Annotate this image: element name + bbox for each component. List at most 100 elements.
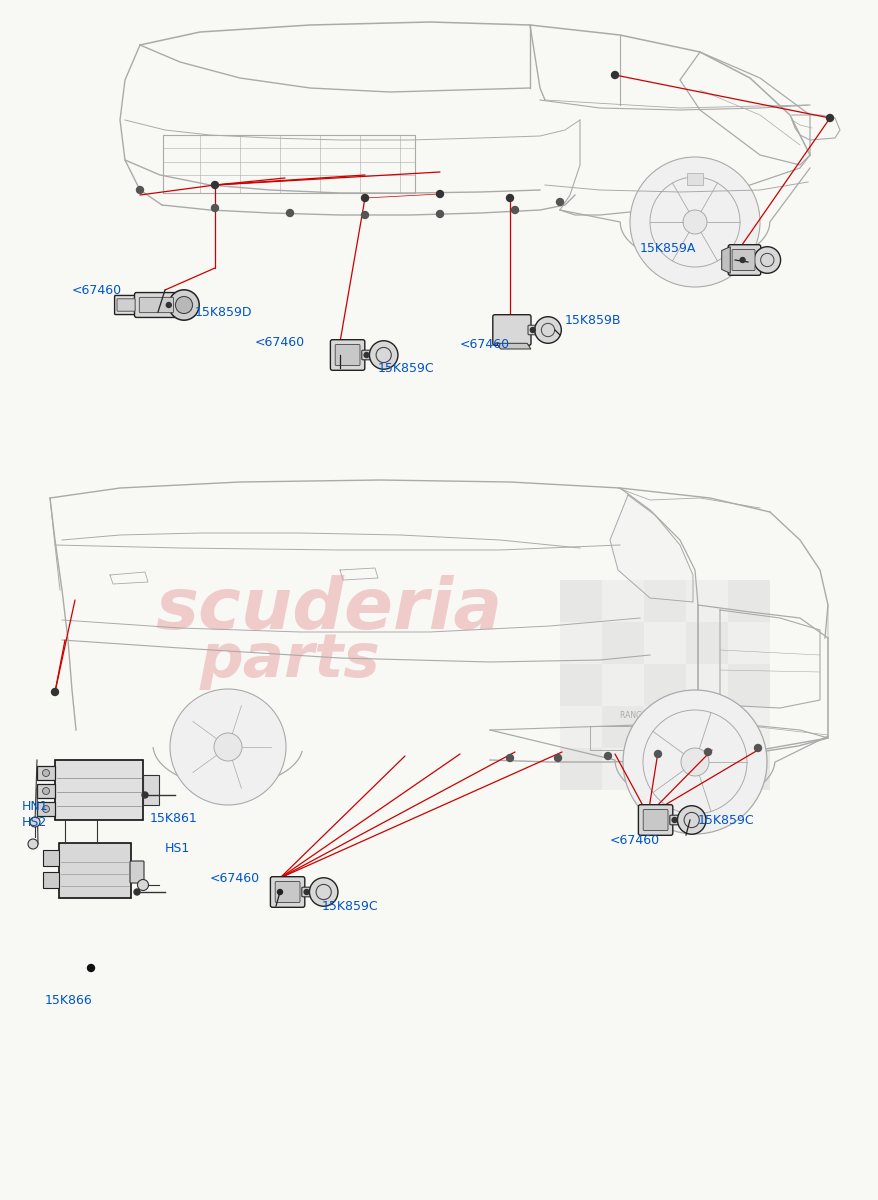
Circle shape	[169, 289, 199, 320]
Text: <67460: <67460	[459, 338, 509, 352]
FancyBboxPatch shape	[114, 295, 137, 314]
Text: 15K861: 15K861	[150, 811, 198, 824]
FancyBboxPatch shape	[134, 293, 178, 318]
Bar	[685, 748, 727, 790]
Circle shape	[677, 805, 705, 834]
FancyBboxPatch shape	[330, 340, 364, 371]
FancyBboxPatch shape	[362, 350, 377, 360]
Circle shape	[133, 889, 140, 895]
Circle shape	[361, 211, 368, 218]
FancyBboxPatch shape	[117, 299, 135, 311]
Bar	[601, 580, 644, 622]
Bar	[601, 706, 644, 748]
Polygon shape	[496, 343, 530, 349]
Circle shape	[611, 72, 618, 78]
Circle shape	[142, 792, 148, 798]
Text: scuderia: scuderia	[155, 576, 501, 644]
Circle shape	[363, 353, 369, 358]
Polygon shape	[721, 247, 730, 274]
Circle shape	[511, 206, 518, 214]
FancyBboxPatch shape	[275, 882, 299, 902]
Circle shape	[212, 204, 219, 211]
FancyBboxPatch shape	[727, 245, 759, 275]
Circle shape	[753, 247, 780, 274]
Text: <67460: <67460	[210, 871, 260, 884]
Bar	[685, 622, 727, 664]
Text: 15K859C: 15K859C	[378, 361, 434, 374]
Circle shape	[506, 194, 513, 202]
FancyBboxPatch shape	[528, 325, 541, 335]
Circle shape	[42, 805, 49, 812]
Circle shape	[825, 114, 832, 121]
Circle shape	[739, 258, 745, 263]
FancyBboxPatch shape	[37, 766, 55, 780]
Circle shape	[672, 817, 676, 822]
Circle shape	[304, 889, 309, 894]
Text: 15K859C: 15K859C	[697, 814, 754, 827]
Bar	[559, 622, 601, 664]
FancyBboxPatch shape	[731, 250, 754, 270]
Circle shape	[213, 733, 241, 761]
Circle shape	[436, 191, 443, 198]
Circle shape	[42, 787, 49, 794]
Text: 15K859B: 15K859B	[565, 313, 621, 326]
Bar	[727, 622, 769, 664]
Circle shape	[28, 839, 38, 850]
Circle shape	[52, 689, 59, 696]
Bar	[644, 580, 685, 622]
Bar	[559, 664, 601, 706]
FancyBboxPatch shape	[55, 760, 143, 820]
Circle shape	[42, 769, 49, 776]
Text: HN1: HN1	[22, 799, 48, 812]
Bar	[644, 748, 685, 790]
Circle shape	[30, 817, 40, 827]
FancyBboxPatch shape	[130, 862, 144, 883]
Text: 15K859C: 15K859C	[321, 900, 378, 912]
FancyBboxPatch shape	[37, 802, 55, 816]
Circle shape	[506, 755, 513, 762]
Circle shape	[534, 317, 561, 343]
Circle shape	[88, 965, 95, 972]
Bar	[601, 622, 644, 664]
Circle shape	[212, 181, 219, 188]
Circle shape	[277, 889, 282, 894]
Bar	[559, 706, 601, 748]
Bar	[644, 706, 685, 748]
Bar	[601, 748, 644, 790]
FancyBboxPatch shape	[637, 805, 672, 835]
Bar	[727, 748, 769, 790]
FancyBboxPatch shape	[37, 784, 55, 798]
Circle shape	[680, 748, 709, 776]
Text: parts: parts	[200, 630, 380, 690]
Bar	[685, 580, 727, 622]
Text: 15K859A: 15K859A	[639, 241, 695, 254]
Circle shape	[286, 210, 293, 216]
Circle shape	[753, 744, 760, 751]
Circle shape	[556, 198, 563, 205]
Text: RANGE ROVER: RANGE ROVER	[620, 710, 675, 720]
Bar	[685, 664, 727, 706]
Bar	[601, 664, 644, 706]
FancyBboxPatch shape	[301, 887, 317, 896]
Circle shape	[169, 689, 285, 805]
Circle shape	[703, 749, 710, 756]
FancyBboxPatch shape	[270, 877, 305, 907]
Text: <67460: <67460	[609, 834, 659, 846]
Polygon shape	[609, 494, 692, 602]
Circle shape	[604, 752, 611, 760]
FancyBboxPatch shape	[493, 314, 530, 346]
FancyBboxPatch shape	[669, 815, 684, 824]
Bar	[727, 706, 769, 748]
Circle shape	[166, 302, 171, 307]
Text: <67460: <67460	[72, 283, 122, 296]
FancyBboxPatch shape	[139, 298, 173, 313]
Bar	[727, 580, 769, 622]
Bar	[644, 664, 685, 706]
Circle shape	[529, 328, 535, 332]
Circle shape	[136, 186, 143, 193]
Text: HS1: HS1	[165, 841, 190, 854]
FancyBboxPatch shape	[143, 775, 159, 805]
Circle shape	[554, 755, 561, 762]
Circle shape	[436, 210, 443, 217]
Circle shape	[682, 210, 706, 234]
